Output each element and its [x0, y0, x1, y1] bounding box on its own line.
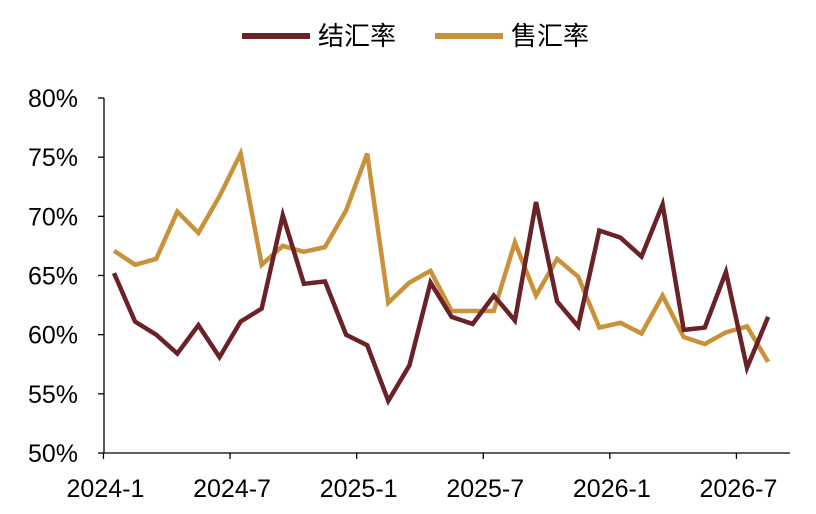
y-axis-ticks: 50% 55% 60% 65% 70% 75% 80%	[28, 85, 104, 468]
legend-label-结汇率: 结汇率	[318, 22, 396, 52]
legend-label-售汇率: 售汇率	[511, 22, 589, 52]
series-line-结汇率	[111, 196, 771, 407]
x-tick-label: 2024-1	[67, 475, 145, 503]
series-layer	[111, 146, 771, 407]
legend: 结汇率 售汇率	[242, 22, 589, 52]
x-tick-label: 2026-1	[573, 475, 651, 503]
x-axis-ticks: 2024-1 2024-7 2025-1 2025-7 2026-1 2026-7	[67, 453, 778, 503]
y-tick-label: 75%	[28, 144, 78, 172]
y-tick-label: 50%	[28, 440, 78, 468]
series-line-售汇率	[112, 146, 771, 364]
x-tick-label: 2025-7	[446, 475, 524, 503]
x-tick-label: 2026-7	[700, 475, 778, 503]
axes	[103, 98, 790, 454]
x-tick-label: 2025-1	[320, 475, 398, 503]
y-tick-label: 70%	[28, 203, 78, 231]
x-tick-label: 2024-7	[193, 475, 271, 503]
y-tick-label: 60%	[28, 322, 78, 350]
y-tick-label: 55%	[28, 381, 78, 409]
y-tick-label: 80%	[28, 85, 78, 113]
y-tick-label: 65%	[28, 263, 78, 291]
